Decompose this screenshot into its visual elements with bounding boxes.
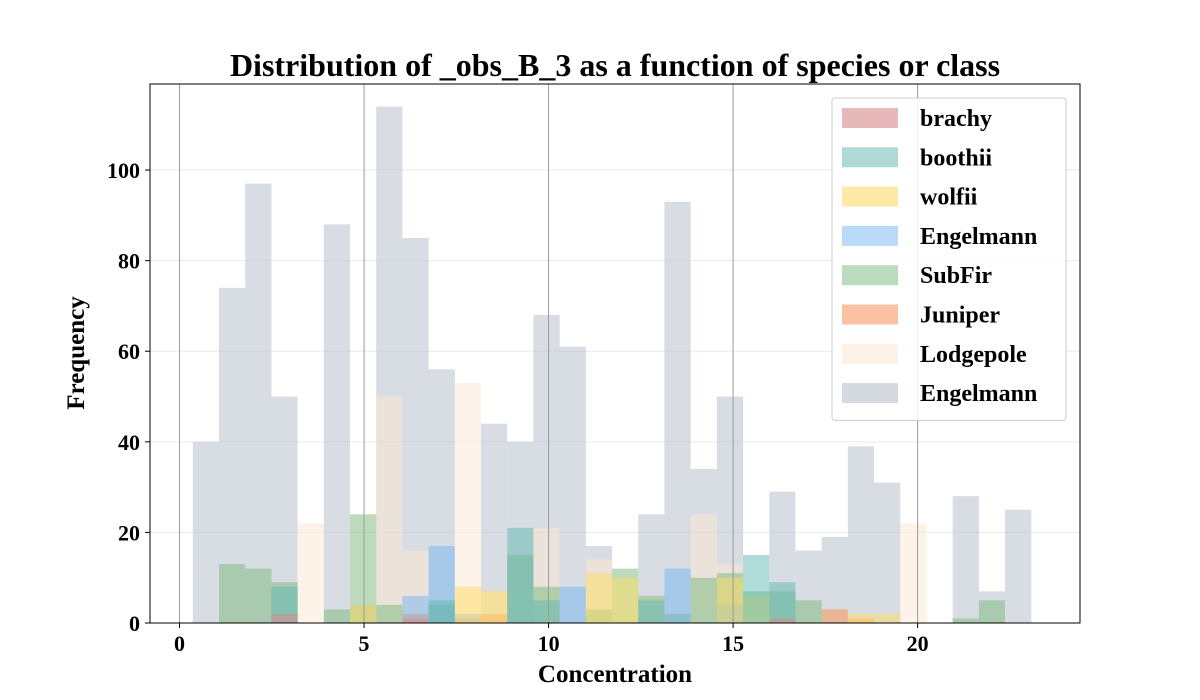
histogram-bar bbox=[297, 523, 324, 623]
histogram-bar bbox=[507, 527, 534, 623]
histogram-bar bbox=[350, 604, 377, 623]
x-tick-label: 10 bbox=[538, 631, 560, 656]
histogram-bar bbox=[847, 613, 875, 623]
legend-label: boothii bbox=[920, 145, 992, 171]
histogram-bar bbox=[664, 568, 691, 623]
histogram-bar bbox=[376, 396, 403, 623]
y-tick-label: 20 bbox=[118, 520, 140, 545]
histogram-bar bbox=[821, 536, 848, 623]
chart-title: Distribution of _obs_B_3 as a function o… bbox=[230, 47, 1000, 83]
legend-swatch bbox=[842, 147, 898, 168]
histogram-bar bbox=[1005, 509, 1032, 623]
legend-label: Engelmann bbox=[920, 381, 1037, 407]
histogram-bar bbox=[323, 609, 351, 623]
histogram-bar bbox=[821, 609, 848, 623]
histogram-bar bbox=[192, 441, 220, 623]
histogram-bar bbox=[847, 446, 875, 623]
histogram-bar bbox=[585, 573, 613, 623]
y-tick-label: 60 bbox=[118, 339, 140, 364]
histogram-bar bbox=[376, 604, 403, 623]
histogram-bar bbox=[271, 613, 298, 623]
histogram-bar bbox=[454, 382, 482, 623]
legend-swatch bbox=[842, 186, 898, 207]
legend-label: Lodgepole bbox=[920, 342, 1027, 368]
histogram-bar bbox=[533, 600, 560, 623]
x-axis-label: Concentration bbox=[538, 661, 692, 688]
x-tick-label: 15 bbox=[722, 631, 744, 656]
legend-label: wolfii bbox=[920, 185, 978, 211]
histogram-bar bbox=[664, 201, 691, 623]
legend-label: Juniper bbox=[920, 303, 1000, 329]
legend-swatch bbox=[842, 383, 898, 404]
legend-swatch bbox=[842, 304, 898, 325]
histogram-bar bbox=[690, 577, 717, 623]
x-tick-label: 5 bbox=[359, 631, 370, 656]
x-axis-ticks: 0 5 10 15 20 bbox=[174, 623, 929, 656]
histogram-bar bbox=[874, 613, 901, 623]
plot-frame bbox=[149, 83, 1081, 624]
histogram-bar bbox=[481, 423, 508, 623]
histogram-bar bbox=[769, 582, 796, 623]
histogram-bar bbox=[219, 564, 246, 623]
y-axis-label: Frequency bbox=[63, 296, 90, 410]
x-tick-label: 20 bbox=[907, 631, 929, 656]
histogram-bar bbox=[612, 577, 639, 623]
histogram-bar bbox=[454, 586, 482, 623]
legend-swatch bbox=[842, 108, 898, 128]
histogram-bar bbox=[874, 482, 901, 623]
y-tick-label: 40 bbox=[118, 430, 140, 455]
histogram-bar bbox=[559, 346, 586, 623]
y-tick-label: 100 bbox=[107, 158, 140, 183]
histogram-bar bbox=[952, 618, 979, 623]
legend-box bbox=[831, 97, 1067, 421]
histogram-bar bbox=[481, 591, 508, 623]
legend-swatch bbox=[842, 225, 898, 246]
histogram-bar bbox=[716, 577, 744, 623]
y-tick-label: 0 bbox=[129, 611, 140, 636]
legend-label: brachy bbox=[920, 106, 992, 132]
histogram-bar bbox=[245, 183, 272, 623]
legend-swatch bbox=[842, 343, 898, 364]
legend: brachy boothii wolfii Engelmann SubFir Junipe… bbox=[831, 97, 1067, 421]
histogram-bar bbox=[795, 600, 822, 623]
y-axis-ticks: 0 20 40 60 80 100 bbox=[107, 158, 150, 636]
histogram-bar bbox=[743, 555, 770, 623]
histogram-bar bbox=[402, 618, 429, 623]
histogram-bar bbox=[559, 586, 586, 623]
histogram-bar bbox=[952, 496, 979, 623]
histogram-bar bbox=[245, 568, 272, 623]
histogram-bar bbox=[323, 224, 351, 624]
legend-label: Engelmann bbox=[920, 224, 1037, 250]
x-tick-label: 0 bbox=[174, 631, 185, 656]
legend-swatch bbox=[842, 265, 898, 286]
histogram-bar bbox=[428, 600, 455, 623]
histogram-bar bbox=[978, 600, 1006, 623]
y-tick-label: 80 bbox=[118, 249, 140, 274]
legend-label: SubFir bbox=[920, 263, 992, 289]
histogram-bar bbox=[638, 600, 665, 623]
histogram-bar bbox=[769, 618, 796, 623]
histogram-bar bbox=[900, 523, 927, 623]
histogram-bars bbox=[192, 106, 1032, 624]
